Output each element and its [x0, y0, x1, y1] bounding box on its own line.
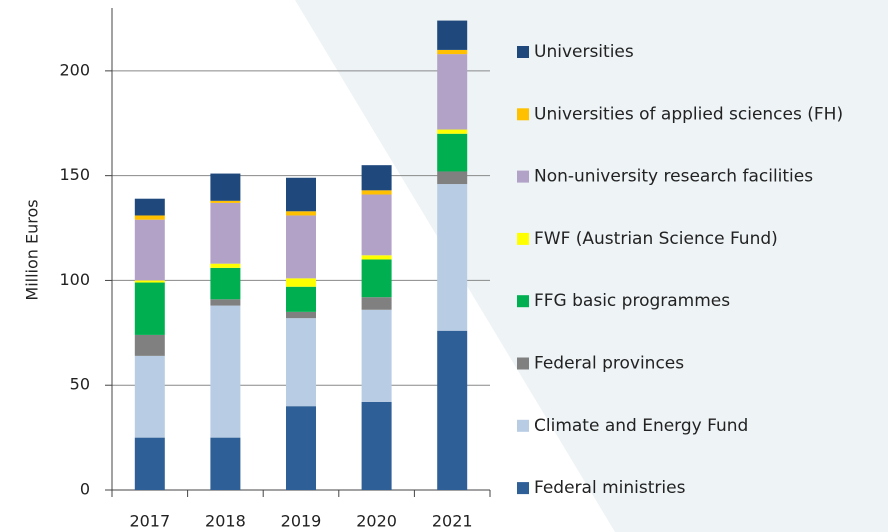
y-tick-label: 150 — [59, 165, 90, 184]
bar-segment — [286, 211, 316, 216]
bar-segment — [361, 255, 392, 260]
y-tick-label: 50 — [70, 375, 90, 394]
legend-swatch — [517, 170, 529, 183]
y-tick-label: 100 — [59, 270, 90, 289]
x-tick-label: 2020 — [356, 512, 397, 531]
bar-segment — [437, 133, 468, 172]
bar-segment — [134, 437, 165, 490]
bar-segment — [286, 311, 316, 319]
bar-segment — [210, 263, 241, 268]
bar-segment — [361, 401, 392, 490]
bar-segment — [286, 215, 316, 279]
legend-swatch — [517, 108, 529, 121]
bar-segment — [210, 437, 241, 490]
legend-label: Non-university research facilities — [534, 167, 813, 187]
bar-segment — [437, 330, 468, 490]
legend-label: Climate and Energy Fund — [534, 416, 748, 436]
bar-segment — [210, 173, 241, 201]
bar-segment — [134, 280, 165, 283]
legend-label: FWF (Austrian Science Fund) — [534, 229, 778, 249]
legend-swatch — [517, 482, 529, 495]
legend-label: Federal ministries — [534, 478, 686, 498]
y-tick-label: 200 — [59, 60, 90, 79]
bar-segment — [134, 219, 165, 281]
bar-segment — [437, 54, 468, 130]
x-tick-label: 2017 — [129, 512, 170, 531]
legend-label: FFG basic programmes — [534, 291, 730, 311]
legend-swatch — [517, 295, 529, 308]
bar-segment — [134, 334, 165, 356]
bar-segment — [437, 20, 468, 50]
y-axis-label: Million Euros — [23, 199, 42, 300]
legend-swatch — [517, 232, 529, 245]
legend-label: Universities — [534, 42, 634, 62]
bar-segment — [286, 318, 316, 407]
bar-segment — [210, 202, 241, 264]
bar-segment — [361, 190, 392, 195]
legend-swatch — [517, 46, 529, 58]
bar-segment — [437, 184, 468, 331]
bar-segment — [437, 49, 468, 55]
bar-segment — [210, 267, 241, 300]
bar-segment — [210, 299, 241, 306]
bar-segment — [286, 278, 316, 287]
bar-segment — [286, 286, 316, 312]
y-tick-label: 0 — [80, 480, 90, 499]
bar-segment — [361, 194, 392, 256]
bar-segment — [210, 305, 241, 438]
x-tick-label: 2021 — [432, 512, 473, 531]
bar-segment — [361, 309, 392, 402]
bar-segment — [286, 177, 316, 212]
bar-segment — [286, 406, 316, 490]
bar-segment — [134, 282, 165, 335]
legend-swatch — [517, 357, 529, 370]
legend-swatch — [517, 419, 529, 432]
bar-segment — [361, 165, 392, 191]
bar-segment — [361, 259, 392, 298]
bar-segment — [210, 200, 241, 203]
bar-segment — [134, 355, 165, 438]
bar-segment — [134, 215, 165, 220]
legend-label: Federal provinces — [534, 354, 684, 374]
bar-segment — [361, 297, 392, 310]
bar-segment — [134, 198, 165, 216]
bar-segment — [437, 129, 468, 134]
x-tick-label: 2019 — [281, 512, 322, 531]
legend-label: Universities of applied sciences (FH) — [534, 104, 843, 124]
x-tick-label: 2018 — [205, 512, 246, 531]
bar-segment — [437, 171, 468, 185]
